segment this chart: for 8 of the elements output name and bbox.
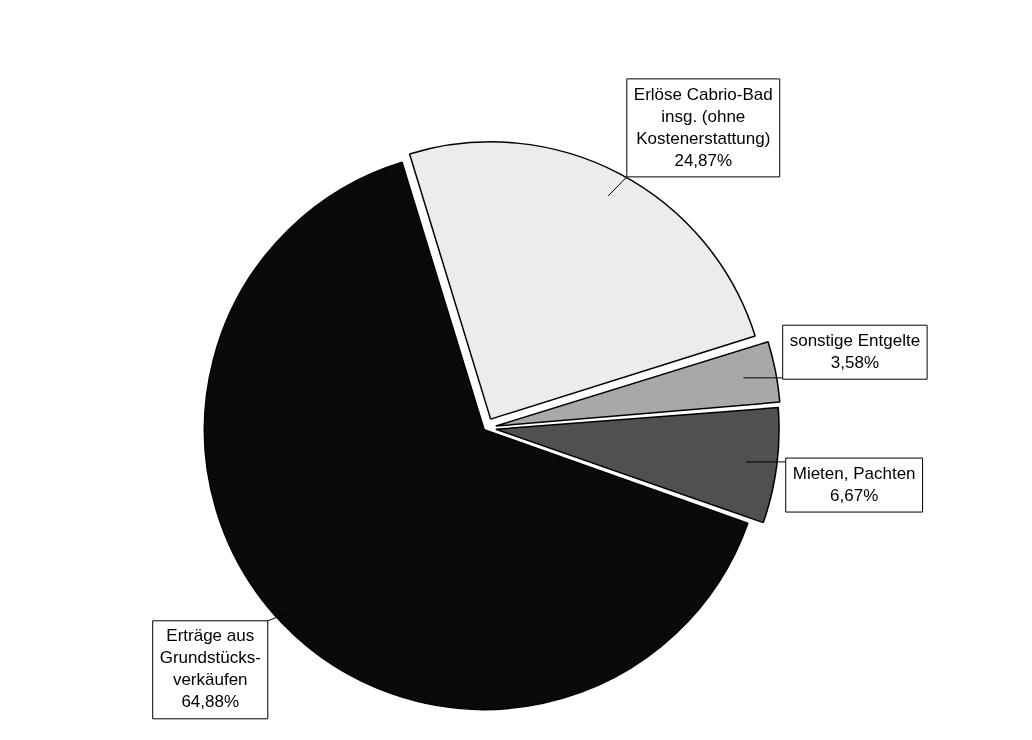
slice-label: Mieten, Pachten	[792, 463, 916, 483]
data-label: 24,87%	[674, 150, 733, 170]
data-label: 3,58%	[830, 352, 879, 372]
data-label: 6,67%	[830, 485, 879, 505]
slice-label: Erträge aus Grundstücks-verkäufen	[159, 626, 261, 690]
slice-label: Erlöse Cabrio-Bad insg. (ohne Kostenerstattung)	[633, 84, 773, 148]
data-label: 64,88%	[181, 692, 240, 712]
slice-label: sonstige Entgelte	[789, 330, 921, 350]
